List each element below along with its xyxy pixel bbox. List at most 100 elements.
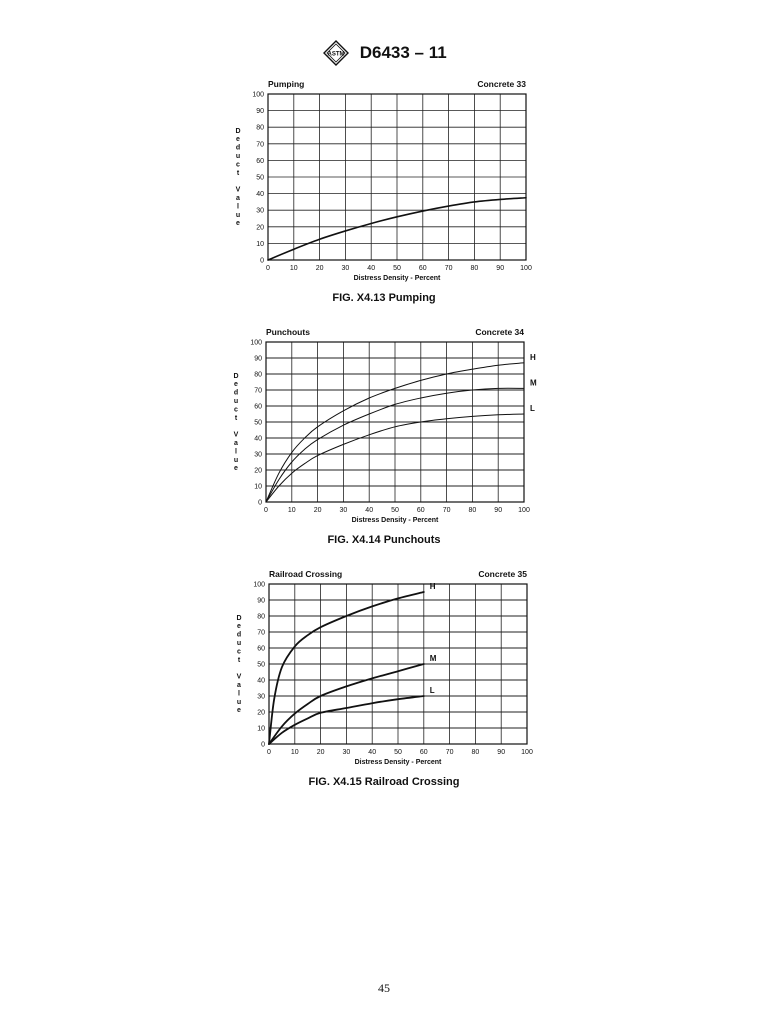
x-tick-label: 80 [472, 749, 480, 756]
y-tick-label: 0 [258, 500, 262, 507]
y-axis-label-letter: V [237, 674, 242, 681]
y-axis-label-letter: l [237, 203, 239, 210]
series-label-h: H [430, 582, 436, 591]
chart-subtitle: Concrete 33 [477, 79, 526, 89]
x-tick-label: 90 [497, 749, 505, 756]
x-tick-label: 60 [420, 749, 428, 756]
y-axis-label-letter: e [237, 623, 241, 630]
x-tick-label: 40 [368, 749, 376, 756]
y-axis-label-letter: u [234, 398, 238, 405]
y-tick-label: 70 [254, 388, 262, 395]
x-tick-label: 50 [393, 265, 401, 272]
y-tick-label: 100 [253, 582, 265, 589]
y-tick-label: 40 [256, 191, 264, 198]
x-tick-label: 100 [518, 507, 530, 514]
y-tick-label: 30 [254, 452, 262, 459]
series-label-m: M [430, 654, 437, 663]
series-label-h: H [530, 353, 536, 362]
y-axis-label-letter: u [236, 212, 240, 219]
railroad-crossing-chart: Railroad Crossing Concrete 35 0 10 20 30 40 50 6… [236, 569, 532, 766]
y-axis-label-letter: c [234, 406, 238, 413]
x-tick-label: 60 [417, 507, 425, 514]
chart-subtitle: Concrete 34 [475, 327, 524, 337]
x-tick-label: 50 [391, 507, 399, 514]
chart-title: Punchouts [266, 327, 310, 337]
chart-subtitle: Concrete 35 [478, 569, 527, 579]
y-axis-label-letter: a [236, 195, 240, 202]
y-tick-label: 30 [257, 694, 265, 701]
y-axis-label-letter: D [236, 615, 241, 622]
y-axis-label-letter: e [236, 136, 240, 143]
y-axis-label-letter: V [234, 432, 239, 439]
x-tick-label: 10 [288, 507, 296, 514]
figure-caption-punchouts: FIG. X4.14 Punchouts [327, 534, 441, 546]
y-axis-label-letter: e [234, 465, 238, 472]
y-tick-label: 60 [257, 646, 265, 653]
x-tick-label: 30 [343, 749, 351, 756]
x-axis-label: Distress Density - Percent [352, 517, 439, 524]
logo-text: ASTM [328, 52, 345, 58]
x-tick-label: 40 [365, 507, 373, 514]
y-axis-label-letter: l [235, 448, 237, 455]
y-axis-label-letter: t [237, 170, 240, 177]
y-tick-label: 20 [257, 710, 265, 717]
y-tick-label: 90 [256, 108, 264, 115]
x-tick-label: 100 [520, 265, 532, 272]
y-axis-label-letter: u [236, 153, 240, 160]
y-tick-label: 50 [257, 662, 265, 669]
y-tick-label: 10 [254, 484, 262, 491]
y-tick-label: 0 [261, 742, 265, 749]
x-tick-label: 50 [394, 749, 402, 756]
figure-caption-railroad-crossing: FIG. X4.15 Railroad Crossing [308, 776, 460, 788]
x-tick-label: 20 [317, 749, 325, 756]
y-axis-label-letter: e [236, 220, 240, 227]
series-line-curve [267, 196, 527, 261]
x-tick-label: 60 [419, 265, 427, 272]
y-axis-label-letter: e [237, 707, 241, 714]
x-tick-label: 70 [446, 749, 454, 756]
y-tick-label: 80 [254, 372, 262, 379]
x-tick-label: 80 [471, 265, 479, 272]
figure-caption-pumping: FIG. X4.13 Pumping [332, 292, 436, 304]
x-tick-label: 20 [314, 507, 322, 514]
y-tick-label: 100 [250, 340, 262, 347]
y-tick-label: 40 [257, 678, 265, 685]
y-tick-label: 50 [254, 420, 262, 427]
series-label-l: L [430, 686, 435, 695]
plot-frame [265, 341, 525, 503]
series-line-l [268, 695, 425, 745]
series-line-m [265, 387, 525, 503]
y-axis-label-letter: u [237, 699, 241, 706]
x-tick-label: 0 [264, 507, 268, 514]
chart-title: Pumping [268, 79, 304, 89]
y-axis-label-letter: D [233, 373, 238, 380]
x-axis-label: Distress Density - Percent [355, 759, 442, 766]
chart-title: Railroad Crossing [269, 569, 342, 579]
x-tick-label: 10 [290, 265, 298, 272]
page-number: 45 [378, 981, 390, 995]
y-axis-label-letter: t [235, 415, 238, 422]
y-tick-label: 90 [257, 598, 265, 605]
x-tick-label: 20 [316, 265, 324, 272]
y-axis-label-letter: d [237, 632, 241, 639]
document-header: ASTM D6433 – 11 [0, 40, 768, 66]
x-tick-label: 90 [494, 507, 502, 514]
x-tick-label: 70 [445, 265, 453, 272]
y-tick-label: 30 [256, 208, 264, 215]
x-axis-label: Distress Density - Percent [354, 275, 441, 282]
y-axis-label-letter: a [237, 682, 241, 689]
y-axis-label-letter: d [236, 145, 240, 152]
y-axis-label-letter: t [238, 657, 241, 664]
x-tick-label: 0 [266, 265, 270, 272]
y-tick-label: 90 [254, 356, 262, 363]
series-line-l [265, 413, 525, 503]
y-tick-label: 70 [256, 141, 264, 148]
x-tick-label: 70 [443, 507, 451, 514]
y-axis-label-letter: D [235, 128, 240, 135]
series-label-l: L [530, 404, 535, 413]
series-line-h [268, 591, 425, 745]
chart-grid [268, 583, 528, 745]
y-axis-label-letter: c [236, 161, 240, 168]
